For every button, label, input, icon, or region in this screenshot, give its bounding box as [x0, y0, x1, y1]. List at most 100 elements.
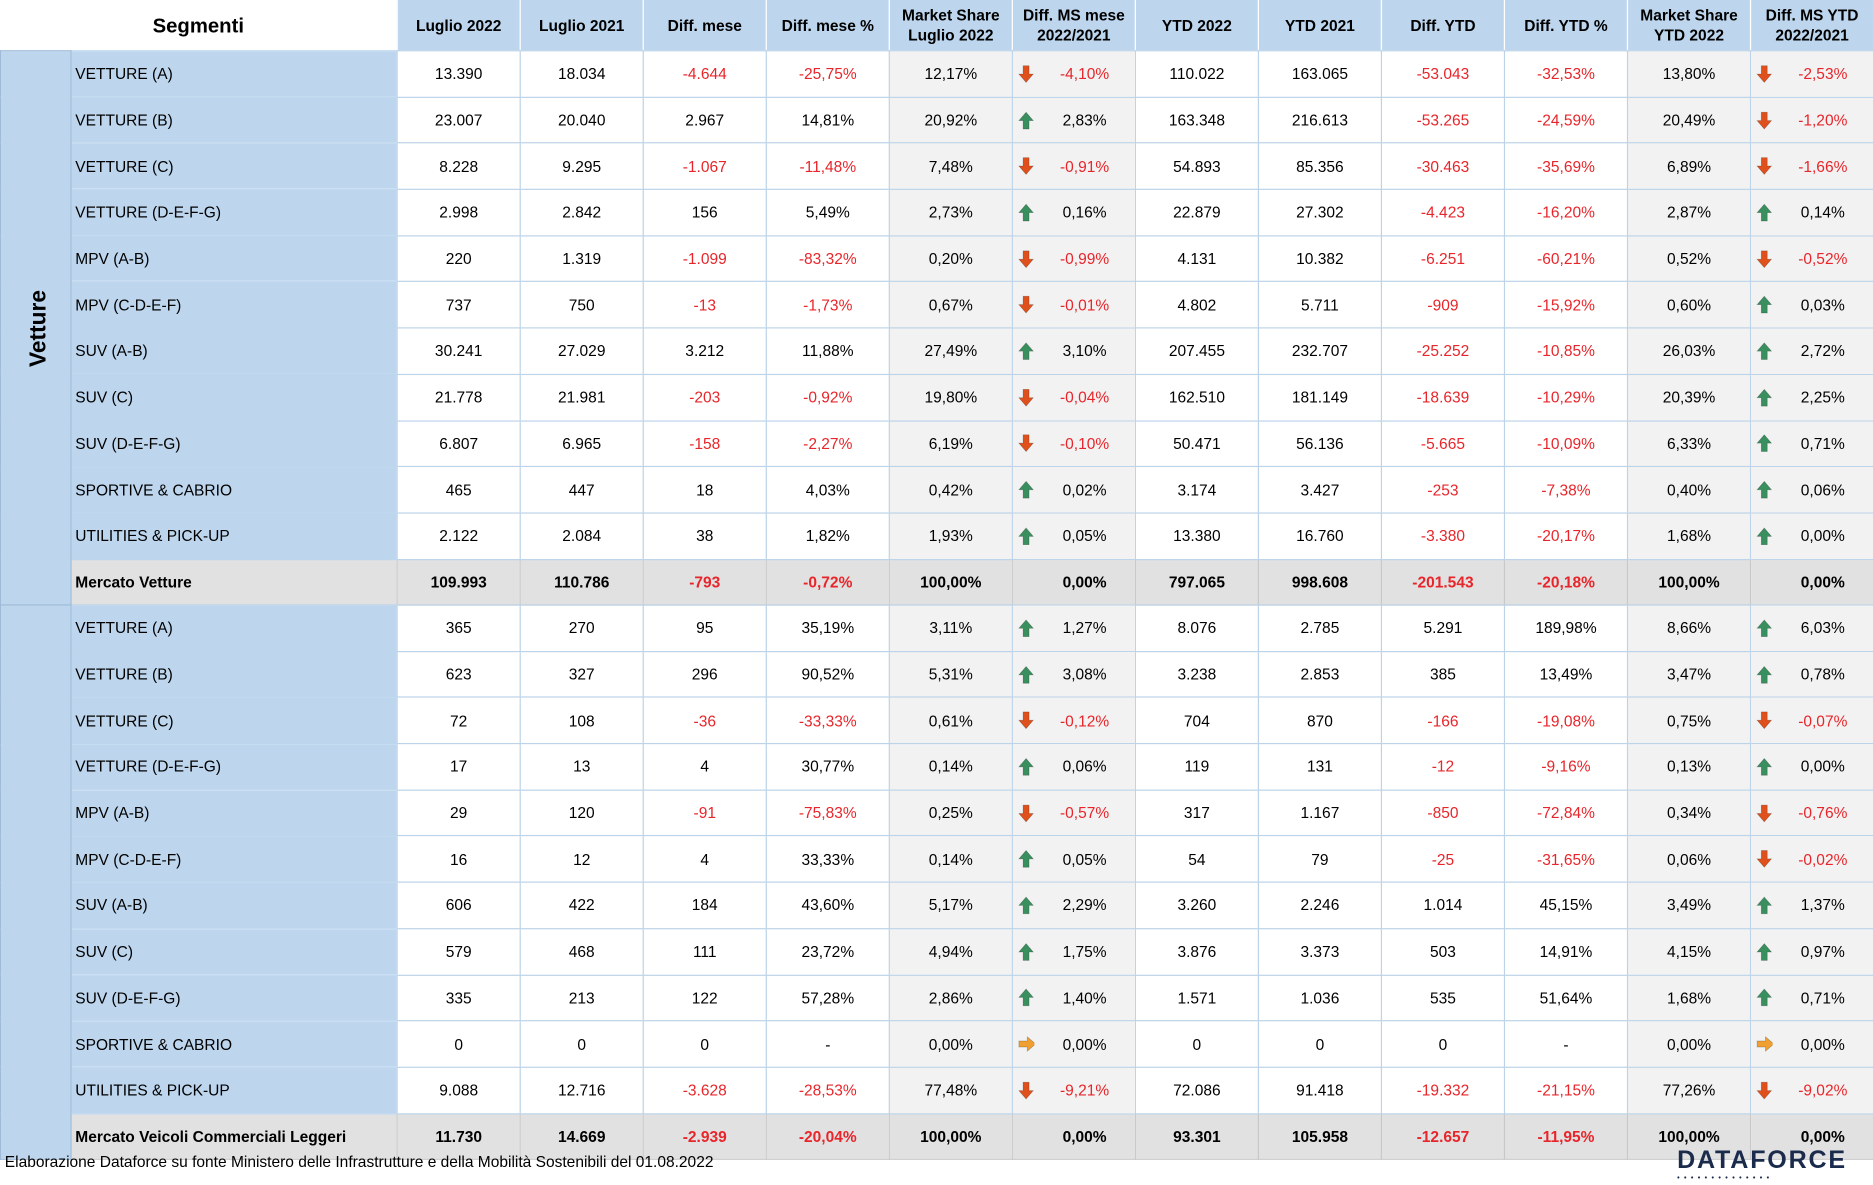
cell-diff-mese: -91: [642, 789, 767, 837]
arrow-up-icon: [1018, 757, 1035, 776]
cell-ms-ytd-2022: 20,39%: [1626, 373, 1752, 422]
table-row: VETTURE (D-E-F-G) 17 13 4 30,77% 0,14% 0,06% 11…: [1, 743, 1873, 791]
cell-ms-luglio-2022: 77,48%: [888, 1066, 1013, 1114]
cell-ms-luglio-2022: 2,73%: [888, 188, 1013, 237]
cell-ms-ytd-2022: 0,34%: [1626, 789, 1752, 837]
table-header: Segmenti Luglio 2022 Luglio 2021 Diff. mese…: [0, 0, 1873, 51]
cell-diff-ytd: -19.332: [1380, 1066, 1506, 1114]
cell-luglio-2021: 213: [519, 974, 644, 1022]
cell-ytd-2021: 2.246: [1257, 881, 1383, 930]
cell-ytd-2022: 3.174: [1134, 466, 1260, 514]
table-row: Vetture VETTURE (A) 13.390 18.034 -4.644 -25,…: [0, 50, 1873, 606]
segment-label: Mercato Vetture: [70, 558, 398, 606]
cell-diff-mese-pct: 35,19%: [765, 604, 890, 652]
cell-diff-mese: 4: [642, 743, 767, 791]
table-row: UTILITIES & PICK-UP 2.122 2.084 38 1,82% 1,93…: [1, 512, 1873, 560]
arrow-down-icon: [1018, 157, 1035, 176]
cell-diff-mese-pct: 57,28%: [765, 974, 890, 1022]
cell-ms-ytd-2022: 0,00%: [1626, 1020, 1752, 1068]
cell-luglio-2021: 21.981: [519, 373, 644, 422]
cell-diff-ms-ytd: 0,97%: [1749, 927, 1873, 976]
cell-ms-ytd-2022: 0,60%: [1626, 281, 1752, 329]
cell-diff-ytd: -53.265: [1380, 96, 1506, 144]
arrow-down-icon: [1018, 296, 1035, 314]
cell-diff-ytd-pct: -19,08%: [1503, 696, 1629, 745]
cell-ms-luglio-2022: 19,80%: [888, 373, 1013, 422]
cell-ytd-2021: 1.036: [1257, 974, 1383, 1022]
cell-diff-mese-pct: -2,27%: [765, 419, 890, 468]
cell-ms-luglio-2022: 12,17%: [888, 50, 1013, 98]
cell-diff-mese: 95: [642, 604, 767, 652]
cell-diff-ytd-pct: 189,98%: [1503, 604, 1629, 652]
cell-luglio-2021: 6.965: [519, 419, 644, 468]
cell-luglio-2022: 2.998: [396, 188, 521, 237]
arrow-up-icon: [1018, 111, 1035, 129]
arrow-up-icon: [1018, 619, 1035, 637]
cell-luglio-2022: 606: [396, 881, 521, 930]
cell-diff-ytd: 0: [1380, 1020, 1506, 1068]
cell-diff-mese: 156: [642, 188, 767, 237]
cell-ms-ytd-2022: 0,13%: [1626, 743, 1752, 791]
segment-label: MPV (C-D-E-F): [70, 281, 398, 329]
cell-diff-ytd-pct: -10,09%: [1503, 419, 1629, 468]
cell-ms-ytd-2022: 0,06%: [1626, 835, 1752, 883]
cell-diff-ytd: -253: [1380, 466, 1506, 514]
cell-diff-mese: 38: [642, 512, 767, 560]
cell-diff-mese: 296: [642, 650, 767, 699]
cell-ms-luglio-2022: 20,92%: [888, 96, 1013, 144]
cell-ms-ytd-2022: 3,47%: [1626, 650, 1752, 699]
cell-ytd-2021: 232.707: [1257, 327, 1383, 375]
cell-diff-mese-pct: -33,33%: [765, 696, 890, 745]
cell-diff-mese-pct: -0,92%: [765, 373, 890, 422]
segment-label: MPV (C-D-E-F): [70, 835, 398, 883]
cell-diff-ytd: -25.252: [1380, 327, 1506, 375]
cell-diff-ytd: -5.665: [1380, 419, 1506, 468]
cell-diff-ytd-pct: -72,84%: [1503, 789, 1629, 837]
cell-diff-ms-mese: -0,99%: [1011, 235, 1136, 283]
cell-diff-ytd: -53.043: [1380, 50, 1506, 98]
cell-diff-ytd: 1.014: [1380, 881, 1506, 930]
cell-ms-ytd-2022: 100,00%: [1626, 1112, 1752, 1161]
cell-luglio-2021: 14.669: [519, 1112, 644, 1161]
cell-diff-ms-mese: -0,04%: [1011, 373, 1136, 422]
cell-diff-ms-ytd: -0,52%: [1749, 235, 1873, 283]
cell-ytd-2022: 54.893: [1134, 142, 1260, 190]
cell-luglio-2022: 220: [396, 235, 521, 283]
cell-diff-mese: 184: [642, 881, 767, 930]
header-segmenti: Segmenti: [0, 0, 397, 51]
cell-diff-mese-pct: 4,03%: [765, 466, 890, 514]
cell-luglio-2021: 120: [519, 789, 644, 837]
cell-diff-ms-ytd: 0,06%: [1749, 466, 1873, 514]
cell-ms-luglio-2022: 0,61%: [888, 696, 1013, 745]
cell-diff-ms-ytd: -1,66%: [1749, 142, 1873, 190]
header-col-2: Luglio 2021: [519, 0, 643, 51]
table-row: SUV (A-B) 606 422 184 43,60% 5,17% 2,29% 3.260 2…: [1, 881, 1873, 930]
cell-diff-mese: -1.067: [642, 142, 767, 190]
cell-diff-ms-ytd: 0,14%: [1749, 188, 1873, 237]
cell-luglio-2022: 11.730: [396, 1112, 521, 1161]
arrow-up-icon: [1018, 527, 1035, 545]
cell-ms-luglio-2022: 0,00%: [888, 1020, 1013, 1068]
cell-ms-ytd-2022: 20,49%: [1626, 96, 1752, 144]
cell-diff-mese: -4.644: [642, 50, 767, 98]
cell-ytd-2021: 5.711: [1257, 281, 1383, 329]
cell-diff-ytd: 535: [1380, 974, 1506, 1022]
cell-luglio-2022: 17: [396, 743, 521, 791]
arrow-down-icon: [1756, 157, 1773, 176]
table-row: MPV (C-D-E-F) 16 12 4 33,33% 0,14% 0,05% 54 79 -2…: [1, 835, 1873, 883]
cell-ms-ytd-2022: 3,49%: [1626, 881, 1752, 930]
cell-ytd-2021: 998.608: [1257, 558, 1383, 606]
cell-diff-ytd: -201.543: [1380, 558, 1506, 606]
cell-ms-luglio-2022: 6,19%: [888, 419, 1013, 468]
cell-diff-mese-pct: 23,72%: [765, 927, 890, 976]
cell-ms-ytd-2022: 6,33%: [1626, 419, 1752, 468]
cell-luglio-2021: 18.034: [519, 50, 644, 98]
cell-diff-ytd-pct: -21,15%: [1503, 1066, 1629, 1114]
arrow-up-icon: [1018, 988, 1035, 1007]
cell-diff-ytd-pct: -15,92%: [1503, 281, 1629, 329]
cell-diff-ytd: -12: [1380, 743, 1506, 791]
arrow-down-icon: [1018, 434, 1035, 453]
cell-diff-mese-pct: -0,72%: [765, 558, 890, 606]
cell-ytd-2022: 72.086: [1134, 1066, 1260, 1114]
cell-diff-ms-mese: 0,05%: [1011, 512, 1136, 560]
